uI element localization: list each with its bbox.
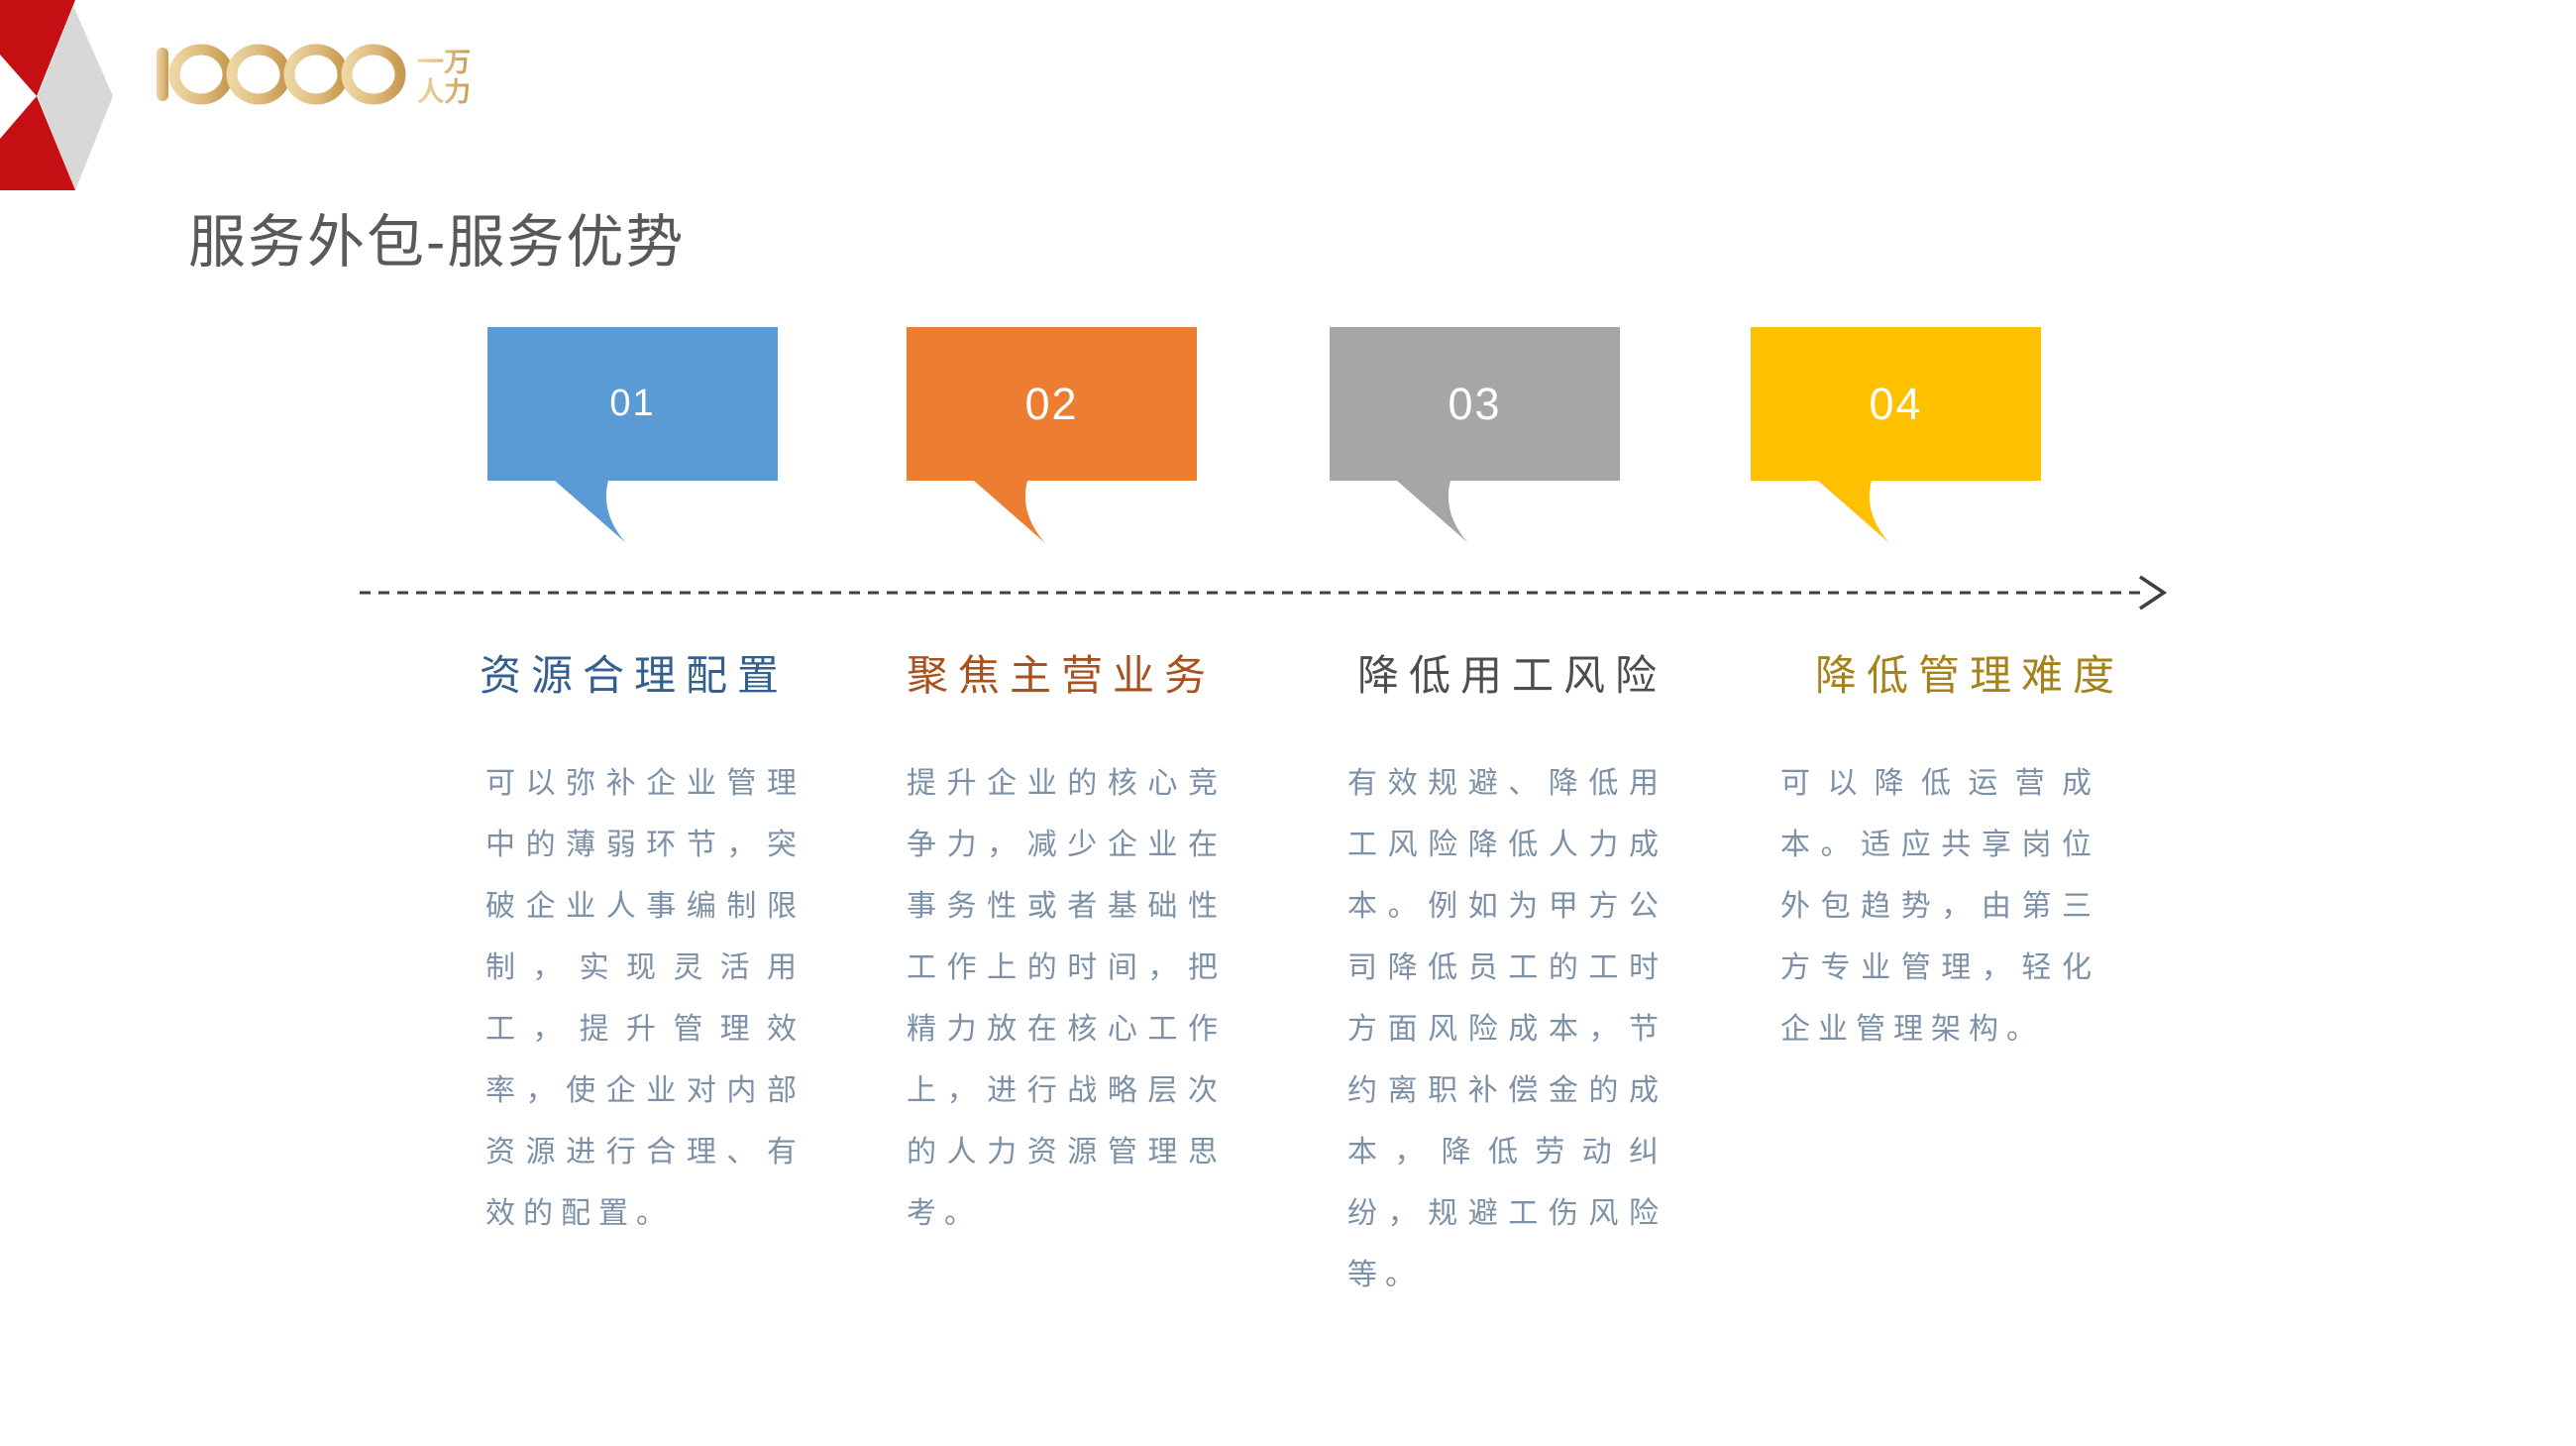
timeline-dashed-arrow xyxy=(360,575,2168,611)
bubble-number-4: 04 xyxy=(1869,378,1923,429)
bubble-shape-4 xyxy=(1751,327,2041,543)
column-body-1: 可以弥补企业管理中的薄弱环节，突破企业人事编制限制，实现灵活用工，提升管理效率，… xyxy=(485,767,805,1230)
column-3: 03 降低用工风险 有效规避、降低用工风险降低人力成本。例如为甲方公司降低员工的… xyxy=(1330,327,1674,1291)
callout-bubble-1: 01 xyxy=(487,327,778,545)
deco-red-bottom-triangle xyxy=(0,96,75,190)
bubble-number-1: 01 xyxy=(609,383,656,424)
page-title: 服务外包-服务优势 xyxy=(188,209,686,275)
column-2: 02 聚焦主营业务 提升企业的核心竞争力，减少企业在事务性或者基础性工作上的时间… xyxy=(907,327,1234,1230)
column-body-3: 有效规避、降低用工风险降低人力成本。例如为甲方公司降低员工的工时方面风险成本，节… xyxy=(1347,767,1666,1291)
callout-bubble-4: 04 xyxy=(1751,327,2041,545)
timeline-arrowhead-icon xyxy=(2139,575,2168,611)
callout-bubble-2: 02 xyxy=(907,327,1197,545)
column-heading-4: 降低管理难度 xyxy=(1815,652,2125,699)
column-body-2: 提升企业的核心竞争力，减少企业在事务性或者基础性工作上的时间，把精力放在核心工作… xyxy=(907,767,1226,1230)
bubble-number-3: 03 xyxy=(1448,378,1502,429)
corner-decoration xyxy=(0,0,113,190)
company-logo: 一万 人力 xyxy=(157,44,471,107)
logo-brand-line1: 一万 xyxy=(417,48,471,77)
bubble-number-2: 02 xyxy=(1024,378,1079,429)
column-heading-3: 降低用工风险 xyxy=(1357,652,1667,699)
column-1: 01 资源合理配置 可以弥补企业管理中的薄弱环节，突破企业人事编制限制，实现灵活… xyxy=(480,327,812,1230)
deco-red-top-triangle xyxy=(0,0,75,96)
column-body-4: 可以降低运营成本。适应共享岗位外包趋势，由第三方专业管理，轻化企业管理架构。 xyxy=(1780,767,2099,1046)
bubble-shape-3 xyxy=(1330,327,1620,543)
column-heading-2: 聚焦主营业务 xyxy=(907,652,1217,699)
callout-bubble-3: 03 xyxy=(1330,327,1620,545)
column-4: 04 降低管理难度 可以降低运营成本。适应共享岗位外包趋势，由第三方专业管理，轻… xyxy=(1751,327,2114,1219)
logo-10000-rings xyxy=(157,44,406,105)
logo-brand-line2: 人力 xyxy=(417,77,471,107)
bubble-shape-2 xyxy=(907,327,1197,543)
column-heading-1: 资源合理配置 xyxy=(480,652,790,699)
deco-gray-diamond xyxy=(38,6,113,190)
bubble-shape-1 xyxy=(487,327,778,543)
